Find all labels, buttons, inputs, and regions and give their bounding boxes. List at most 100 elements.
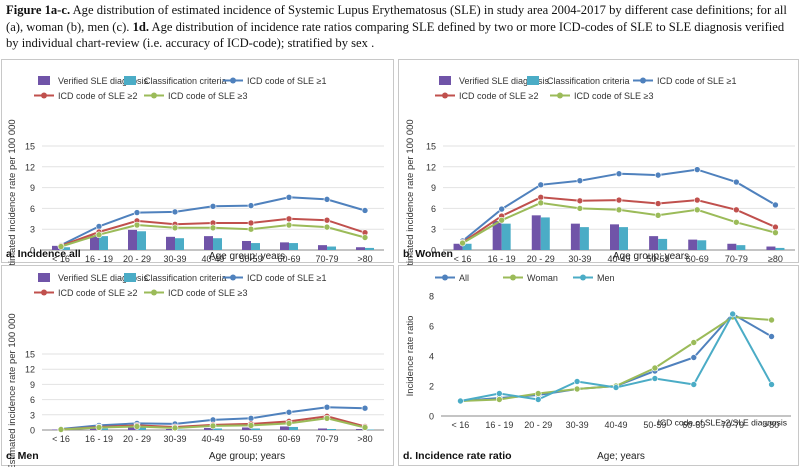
point-d-2-8 <box>768 381 775 388</box>
bar-a-1-8 <box>365 247 374 250</box>
bar-b-1-4 <box>619 227 628 250</box>
legend-label-0: Verified SLE diagnosis <box>58 76 149 86</box>
point-a-2-6 <box>285 194 293 201</box>
legend-swatch-0 <box>439 76 451 85</box>
point-a-2-3 <box>171 208 179 216</box>
point-c-4-6 <box>285 420 293 427</box>
point-a-4-7 <box>323 223 331 231</box>
legend-label-2: ICD code of SLE ≥1 <box>657 76 736 86</box>
y-axis-label: Estimated incidence rate per 100 000 <box>405 119 416 276</box>
bar-b-1-1 <box>501 223 511 250</box>
bar-c-0-7 <box>318 428 327 430</box>
legend-label-0: All <box>459 273 469 283</box>
point-a-4-4 <box>209 224 217 232</box>
legend-swatch-0 <box>38 76 50 85</box>
x-tick-label: 70-79 <box>315 434 338 444</box>
x-tick-label: 60-69 <box>686 254 709 264</box>
bar-a-1-7 <box>327 246 336 250</box>
point-a-2-2 <box>133 209 141 216</box>
point-a-3-6 <box>285 215 293 223</box>
legend-swatch-1 <box>124 76 136 85</box>
y-tick-label: 9 <box>30 380 35 390</box>
legend-label-0: Verified SLE diagnosis <box>58 273 149 283</box>
point-d-2-5 <box>651 375 659 382</box>
caption-figure-label: Figure 1a-c. <box>6 3 71 17</box>
point-b-2-5 <box>654 171 662 179</box>
point-a-3-7 <box>323 216 331 224</box>
bar-a-0-6 <box>280 242 289 250</box>
point-c-2-7 <box>323 403 331 411</box>
bar-a-1-1 <box>99 236 108 250</box>
ratio-annotation: ICD code of SLE≥2/SLE diagnosis <box>658 418 787 428</box>
caption-figure-label-2: 1d. <box>132 19 150 34</box>
chart-a-svg: 0 3 6 9 12 15 < 16 16 - 19 20 - 29 30-39 40-49 50-5… <box>6 76 384 277</box>
bar-b-0-0 <box>453 243 463 250</box>
point-b-3-6 <box>693 196 701 204</box>
y-tick-label: 9 <box>30 183 35 193</box>
y-tick-label: 2 <box>429 382 434 392</box>
x-axis-label: Age group; years <box>209 451 285 462</box>
bar-b-1-3 <box>579 227 589 250</box>
point-a-4-1 <box>95 231 103 239</box>
legend-label-2: Men <box>597 273 615 283</box>
bar-c-0-1 <box>90 427 99 430</box>
bar-a-0-3 <box>166 236 175 250</box>
y-tick-label: 0 <box>30 426 35 436</box>
point-c-4-0 <box>57 426 65 433</box>
point-b-2-4 <box>615 170 623 178</box>
bar-c-1-1 <box>99 428 108 430</box>
x-tick-label: 16 - 19 <box>488 254 516 264</box>
legend-swatch-marker-4 <box>151 289 157 296</box>
point-c-4-7 <box>323 415 331 422</box>
point-b-3-7 <box>733 206 740 214</box>
x-tick-label: ≥80 <box>768 254 783 264</box>
x-tick-label: 50-59 <box>647 254 670 264</box>
bar-b-1-8 <box>775 247 785 250</box>
bar-c-0-2 <box>128 426 137 430</box>
bar-b-1-2 <box>540 217 550 250</box>
y-tick-label: 3 <box>30 225 35 235</box>
point-d-2-4 <box>612 384 620 391</box>
bar-a-0-2 <box>128 229 137 250</box>
legend-swatch-1 <box>124 273 136 282</box>
point-c-4-5 <box>247 422 255 429</box>
x-tick-label: 20 - 29 <box>123 434 151 444</box>
x-tick-label: 30-39 <box>163 434 186 444</box>
point-b-4-8 <box>772 229 779 236</box>
y-tick-label: 0 <box>429 412 434 422</box>
y-tick-label: 6 <box>30 204 35 214</box>
chart-b-svg: 0 3 6 9 12 15 < 16 16 - 19 20 - 29 30-39 40-49 50-5… <box>403 76 795 277</box>
bar-b-0-1 <box>492 220 502 250</box>
point-d-2-3 <box>573 378 581 385</box>
x-axis-label: Age group; years <box>613 251 689 262</box>
y-axis-label: Estimated incidence rate per 100 000 <box>7 119 18 276</box>
point-d-0-8 <box>768 333 775 340</box>
x-tick-label: 30-39 <box>163 254 186 264</box>
legend-swatch-marker-3 <box>442 92 448 99</box>
legend-label-1: Classification criteria <box>547 76 630 86</box>
y-tick-label: 15 <box>25 350 35 360</box>
point-b-3-8 <box>772 223 779 231</box>
point-b-2-6 <box>693 166 701 173</box>
bar-b-0-8 <box>766 246 776 250</box>
legend-label-4: ICD code of SLE ≥3 <box>168 288 247 298</box>
x-tick-label: 16 - 19 <box>85 254 113 264</box>
y-tick-label: 6 <box>431 204 436 214</box>
x-tick-label: >80 <box>764 420 779 430</box>
point-c-2-6 <box>285 408 293 416</box>
x-tick-label: 40-49 <box>604 420 627 430</box>
legend-swatch-1 <box>527 76 539 85</box>
point-b-3-5 <box>654 200 662 207</box>
point-b-4-3 <box>576 205 584 212</box>
point-d-1-8 <box>768 316 775 324</box>
y-axis-label: Estimated incidence rate per 100 000 <box>7 313 18 467</box>
bar-a-0-0 <box>52 245 61 250</box>
legend-label-2: ICD code of SLE ≥1 <box>247 76 326 86</box>
y-tick-label: 9 <box>431 183 436 193</box>
point-b-4-6 <box>693 206 701 214</box>
point-c-2-5 <box>247 415 255 422</box>
y-tick-label: 15 <box>426 142 436 152</box>
x-axis-label: Age; years <box>597 451 645 462</box>
point-c-4-2 <box>133 423 141 430</box>
y-tick-label: 6 <box>429 322 434 332</box>
